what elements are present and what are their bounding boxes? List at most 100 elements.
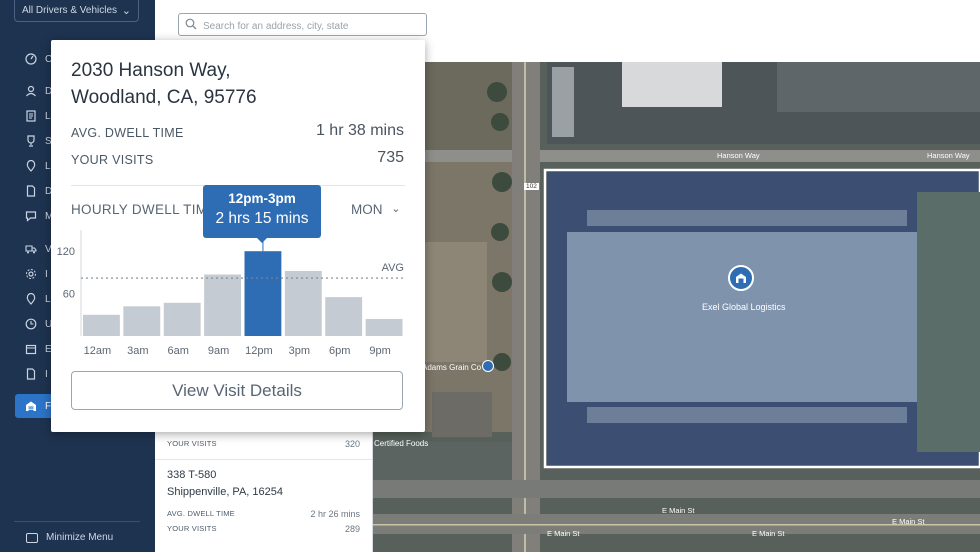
address-line2: Woodland, CA, 95776 bbox=[71, 87, 257, 108]
search-input[interactable] bbox=[201, 18, 420, 34]
map-imagery bbox=[372, 62, 980, 552]
sidebar-item-label: L bbox=[45, 293, 51, 305]
search-icon bbox=[185, 18, 197, 30]
poi-pin-icon bbox=[482, 360, 494, 372]
sidebar-item-dashboard[interactable]: C bbox=[15, 47, 155, 71]
x-tick-label: 12am bbox=[84, 345, 112, 357]
avg-label: AVG bbox=[382, 262, 404, 274]
minimize-menu-label: Minimize Menu bbox=[46, 532, 114, 543]
dwell-label: AVG. DWELL TIME bbox=[167, 509, 235, 518]
x-tick-label: 6pm bbox=[329, 345, 350, 357]
satellite-map[interactable]: Hanson Way Hanson Way 102 E Main St E Ma… bbox=[372, 62, 980, 552]
bar bbox=[204, 274, 241, 336]
chevron-down-icon: ⌄ bbox=[121, 5, 131, 17]
visits-label: YOUR VISITS bbox=[71, 153, 154, 167]
bar bbox=[325, 297, 363, 336]
street-label-e-main-st-4: E Main St bbox=[752, 529, 785, 538]
list-item-address-line2: Shippenville, PA, 16254 bbox=[167, 486, 283, 498]
document-icon bbox=[26, 185, 36, 197]
street-label-e-main-st-1: E Main St bbox=[662, 506, 695, 515]
list-item[interactable]: 338 T-580 Shippenville, PA, 16254 AVG. D… bbox=[155, 460, 372, 552]
street-label-e-main-st-2: E Main St bbox=[892, 517, 925, 526]
sidebar-item-locations[interactable]: L bbox=[15, 154, 155, 178]
gear-icon bbox=[26, 269, 36, 279]
visits-value: 735 bbox=[377, 149, 404, 166]
chevron-down-icon: ⌄ bbox=[391, 203, 401, 215]
warehouse-icon bbox=[736, 273, 746, 283]
sidebar-item-messages[interactable]: M bbox=[15, 204, 155, 228]
visits-label: YOUR VISITS bbox=[167, 439, 217, 448]
tooltip-title: 12pm-3pm bbox=[228, 191, 296, 206]
list-item-dwell-row: AVG. DWELL TIME 2 hr 26 mins bbox=[167, 509, 360, 519]
view-visit-details-button[interactable]: View Visit Details bbox=[71, 371, 403, 410]
list-item-address-line1: 338 T-580 bbox=[167, 469, 217, 481]
street-label-hanson-way-2: Hanson Way bbox=[927, 151, 970, 160]
x-tick-label: 9pm bbox=[369, 345, 390, 357]
bar bbox=[163, 302, 201, 336]
route-badge: 102 bbox=[524, 183, 539, 190]
sidebar-item-vehicles[interactable]: V bbox=[15, 237, 155, 261]
sidebar-item-label: U bbox=[45, 318, 53, 330]
list-icon bbox=[26, 110, 36, 122]
dwell-value: 2 hr 26 mins bbox=[310, 509, 360, 519]
truck-icon bbox=[25, 245, 37, 254]
x-tick-label: 3am bbox=[127, 345, 148, 357]
day-selector-label: MON bbox=[351, 202, 383, 217]
collapse-icon bbox=[26, 532, 38, 543]
document-icon bbox=[26, 368, 36, 380]
list-item-visits-row: YOUR VISITS 289 bbox=[167, 524, 360, 534]
sidebar-item-label: F bbox=[45, 400, 52, 412]
message-icon bbox=[25, 211, 37, 222]
sidebar-item-utilization[interactable]: U bbox=[15, 312, 155, 336]
speedometer-icon bbox=[25, 53, 37, 65]
view-visit-details-label: View Visit Details bbox=[172, 380, 302, 400]
hourly-dwell-heading: HOURLY DWELL TIME bbox=[71, 202, 217, 217]
tooltip-arrow bbox=[257, 238, 267, 243]
driver-filter-label: All Drivers & Vehicles bbox=[22, 5, 118, 16]
warehouse-icon bbox=[26, 401, 36, 411]
sidebar-item-locations-2[interactable]: L bbox=[15, 287, 155, 311]
chart-tooltip: 12pm-3pm 2 hrs 15 mins bbox=[203, 185, 321, 243]
driver-filter-dropdown[interactable]: All Drivers & Vehicles ⌄ bbox=[14, 0, 139, 22]
visits-label: YOUR VISITS bbox=[167, 524, 217, 533]
x-tick-label: 3pm bbox=[289, 345, 310, 357]
sidebar-item-documents[interactable]: D bbox=[15, 179, 155, 203]
sidebar-item-integrations[interactable]: I bbox=[15, 262, 155, 286]
street-label-hanson-way: Hanson Way bbox=[717, 151, 760, 160]
bar bbox=[365, 319, 403, 336]
x-tick-label: 12pm bbox=[245, 345, 273, 357]
sidebar-item-label: S bbox=[45, 135, 52, 147]
poi-label-adams: Adams Grain Co bbox=[422, 363, 482, 372]
pin-icon bbox=[26, 160, 36, 172]
sidebar-item-label: L bbox=[45, 110, 51, 122]
sidebar-item-label: E bbox=[45, 343, 52, 355]
sidebar-item-label: I bbox=[45, 268, 48, 280]
day-selector[interactable]: MON ⌄ bbox=[351, 202, 400, 217]
x-tick-label: 6am bbox=[167, 345, 188, 357]
sidebar-item-scorecard[interactable]: S bbox=[15, 129, 155, 153]
list-item-visits-row: YOUR VISITS 320 bbox=[167, 439, 360, 449]
bar bbox=[123, 306, 161, 336]
minimize-menu-button[interactable]: Minimize Menu bbox=[14, 521, 140, 553]
sidebar-item-events[interactable]: E bbox=[15, 337, 155, 361]
sidebar-item-drivers[interactable]: D bbox=[15, 79, 155, 103]
x-tick-label: 9am bbox=[208, 345, 229, 357]
address-search[interactable] bbox=[178, 13, 427, 36]
business-label: Exel Global Logistics bbox=[702, 302, 786, 312]
sidebar-item-ifta[interactable]: I bbox=[15, 362, 155, 386]
tooltip-value: 2 hrs 15 mins bbox=[215, 210, 309, 227]
sidebar-item-label: D bbox=[45, 185, 53, 197]
pin-icon bbox=[26, 293, 36, 305]
hourly-dwell-chart: 60 120 12am 3am 6am 9am 12pm 3pm 6pm 9pm AVG bbox=[57, 230, 404, 357]
trophy-icon bbox=[27, 135, 35, 147]
poi-label-certified: Certified Foods bbox=[374, 439, 429, 448]
bar bbox=[284, 270, 322, 336]
sidebar-item-label: D bbox=[45, 85, 53, 97]
poi-marker[interactable] bbox=[728, 265, 754, 291]
facility-popup: 2030 Hanson Way, Woodland, CA, 95776 AVG… bbox=[51, 40, 425, 432]
sidebar-item-label: I bbox=[45, 368, 48, 380]
sidebar-item-label: M bbox=[45, 210, 54, 222]
bar-highlighted bbox=[244, 251, 282, 336]
sidebar-item-logs[interactable]: L bbox=[15, 104, 155, 128]
y-tick-label: 60 bbox=[63, 289, 75, 301]
